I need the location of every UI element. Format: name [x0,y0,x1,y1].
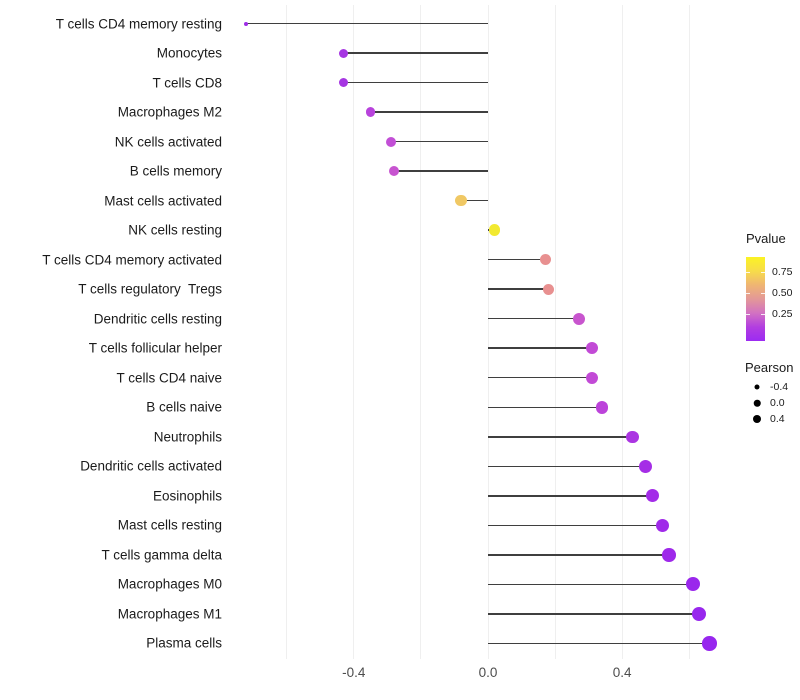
category-label: Eosinophils [152,488,222,504]
lollipop-dot [539,254,551,266]
lollipop-dot [339,78,349,88]
lollipop-stem [343,52,488,54]
pvalue-legend-title: Pvalue [746,231,786,246]
gridline-x-0.4 [621,5,623,659]
x-axis-tick-label: 0.4 [612,665,632,680]
pearson-legend-dot-small [754,384,760,390]
lollipop-dot [586,342,598,355]
lollipop-stem [488,465,646,468]
lollipop-dot [586,371,598,384]
pvalue-tick-label: 0.25 [772,308,793,320]
lollipop-dot [339,48,349,58]
category-label: NK cells resting [128,222,222,238]
lollipop-stem [488,347,592,349]
category-label: B cells memory [129,163,222,179]
category-label: Dendritic cells resting [93,311,222,327]
category-label: Dendritic cells activated [80,458,222,474]
pvalue-tick-label: 0.75 [772,266,793,278]
lollipop-dot [488,224,501,236]
pvalue-bar-tick [746,293,765,294]
pvalue-gradient-bar [746,257,765,341]
gridline-x-0.6 [688,5,690,659]
category-label: T cells follicular helper [88,340,222,356]
category-label: Mast cells activated [104,193,222,209]
gridline-x-0 [487,5,489,659]
lollipop-dot [626,430,639,444]
gridline-x--0.4 [353,5,355,659]
lollipop-stem [488,258,546,261]
category-label: T cells regulatory Tregs [78,281,222,297]
pearson-legend-dot-medium [753,399,761,407]
category-label: Macrophages M2 [117,104,222,120]
lollipop-stem [390,140,488,143]
lollipop-stem [370,111,488,113]
lollipop-stem [488,317,579,320]
lollipop-stem [394,170,488,172]
lollipop-stem [461,199,488,202]
gridline-x--0.6 [286,5,288,659]
category-label: Mast cells resting [117,517,222,533]
gridline-x-0.2 [554,5,556,659]
lollipop-dot [655,518,670,533]
lollipop-stem [343,81,488,84]
lollipop-stem [488,288,549,290]
x-axis-tick-label: 0.0 [478,665,498,680]
lollipop-stem [488,436,633,438]
lollipop-dot [385,136,396,147]
category-label: Macrophages M1 [117,606,222,622]
category-label: T cells gamma delta [101,547,222,563]
lollipop-stem [488,642,710,645]
pvalue-bar-tick [746,314,765,315]
lollipop-dot [685,577,700,592]
lollipop-stem [246,22,488,25]
lollipop-dot [639,459,653,473]
category-label: Neutrophils [153,429,222,445]
lollipop-stem [488,495,653,497]
category-label: Monocytes [156,45,222,61]
pearson-legend-label: -0.4 [770,381,789,393]
lollipop-stem [488,406,603,408]
lollipop-stem [488,613,700,615]
lollipop-dot [595,401,609,414]
lollipop-stem [488,554,670,556]
category-label: T cells CD4 memory activated [42,252,222,268]
lollipop-stem [488,376,592,379]
gridline-x--0.2 [420,5,422,659]
pearson-legend-label: 0.4 [770,413,785,425]
pvalue-tick-label: 0.50 [772,287,793,299]
category-label: B cells naive [146,399,222,415]
lollipop-dot [455,194,467,207]
lollipop-dot [572,312,585,325]
lollipop-dot [542,283,554,295]
category-label: Macrophages M0 [117,576,222,592]
lollipop-dot [389,166,400,177]
lollipop-dot [645,489,659,503]
lollipop-dot [365,107,376,117]
pearson-legend-dot-large [753,415,761,423]
pearson-legend-label: 0.0 [770,397,785,409]
category-label: NK cells activated [114,134,222,150]
category-label: T cells CD4 naive [116,370,222,386]
lollipop-stem [488,524,663,527]
lollipop-dot [244,21,249,26]
pvalue-bar-tick [746,272,765,273]
lollipop-dot [702,636,717,651]
lollipop-dot [662,548,676,562]
category-label: T cells CD4 memory resting [55,16,222,31]
lollipop-stem [488,583,693,586]
category-label: Plasma cells [146,635,222,651]
lollipop-dot [692,606,707,621]
pearson-legend-title: Pearson [745,360,794,375]
x-axis-tick-label: -0.4 [342,665,366,680]
category-label: T cells CD8 [152,75,222,91]
